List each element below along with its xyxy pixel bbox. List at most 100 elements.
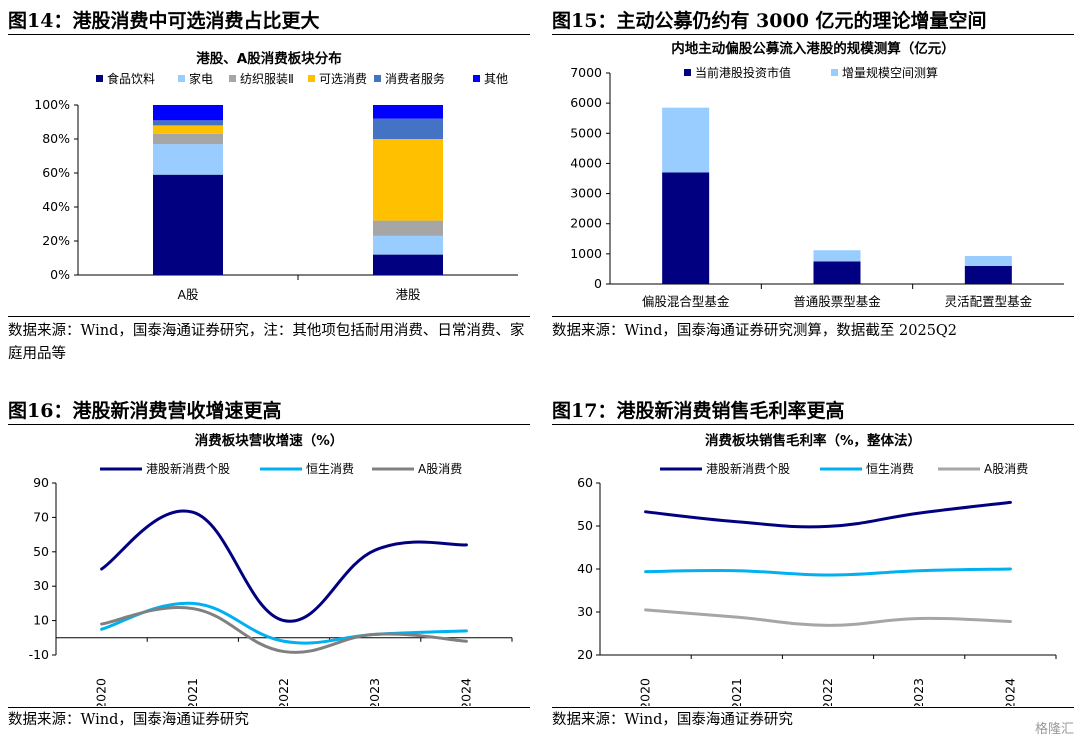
- x-category-label: 港股: [395, 287, 421, 302]
- x-category-label: 普通股票型基金: [793, 294, 881, 309]
- y-tick-label: 4000: [570, 155, 602, 170]
- series-line: [100, 606, 468, 654]
- bar-segment: [964, 265, 1012, 284]
- watermark-logo: 格隆汇: [1034, 722, 1074, 737]
- legend-swatch: [178, 75, 185, 82]
- legend-entry: 消费者服务: [385, 71, 445, 86]
- legend-entry: 恒生消费: [306, 462, 354, 476]
- bar-segment: [662, 172, 710, 284]
- source-note: 数据来源：Wind，国泰海通证券研究: [8, 712, 249, 728]
- series-line: [100, 509, 468, 623]
- chart-title: 消费板块营收增速（%）: [195, 432, 344, 449]
- y-tick-label: -10: [29, 647, 49, 662]
- y-tick-label: 50: [33, 544, 49, 559]
- y-tick-label: 100%: [34, 97, 70, 112]
- source-rule: [552, 707, 1074, 708]
- legend-swatch: [473, 75, 480, 82]
- chart-title: 港股、A股消费板块分布: [196, 50, 341, 67]
- series-line: [100, 601, 468, 645]
- bar-segment: [373, 235, 443, 255]
- figure-title-14: 图14：港股消费中可选消费占比更大: [8, 10, 320, 32]
- y-tick-label: 0%: [50, 267, 70, 282]
- chart-gross-margin: 消费板块销售毛利率（%，整体法） 港股新消费个股 恒生消费 A股消费 20 30 40 50 6…: [577, 432, 1057, 706]
- legend-swatch: [96, 75, 103, 82]
- bar-segment: [153, 144, 223, 175]
- y-tick-label: 50: [577, 518, 593, 533]
- legend-swatch: [374, 75, 381, 82]
- y-tick-label: 80%: [42, 131, 70, 146]
- legend-entry: 港股新消费个股: [706, 461, 790, 476]
- chart-fund-inflow-estimate: 内地主动偏股公募流入港股的规模测算（亿元） 当前港股投资市值 增量规模空间测算 0 10…: [570, 40, 1064, 309]
- x-tick-label: 2022: [820, 678, 835, 706]
- x-tick-label: 2023: [367, 678, 382, 706]
- bar-segment: [153, 133, 223, 145]
- chart-revenue-growth: 消费板块营收增速（%） 港股新消费个股 恒生消费 A股消费 -10 10 30 50 70 90 2…: [29, 432, 513, 706]
- x-tick-label: 2024: [458, 678, 473, 706]
- y-tick-label: 1000: [570, 246, 602, 261]
- legend-entry: A股消费: [418, 462, 462, 476]
- source-note: 数据来源：Wind，国泰海通证券研究: [552, 712, 793, 728]
- x-tick-label: 2021: [185, 678, 200, 706]
- legend-entry: 恒生消费: [866, 462, 914, 476]
- legend-swatch: [684, 69, 691, 76]
- title-rule: [552, 34, 1074, 35]
- x-tick-label: 2022: [276, 678, 291, 706]
- series-line: [644, 608, 1012, 627]
- y-tick-label: 2000: [570, 216, 602, 231]
- legend-swatch: [831, 69, 838, 76]
- bar-segment: [373, 105, 443, 119]
- bar-segment: [373, 118, 443, 139]
- x-tick-label: 2020: [94, 678, 109, 706]
- legend-entry: 其他: [484, 72, 508, 86]
- figure-title-15: 图15：主动公募仍约有 3000 亿元的理论增量空间: [552, 10, 987, 32]
- series-line: [644, 500, 1012, 529]
- legend-entry: 当前港股投资市值: [695, 65, 791, 80]
- chart-title: 消费板块销售毛利率（%，整体法）: [705, 432, 921, 449]
- bar-segment: [153, 125, 223, 134]
- y-tick-label: 6000: [570, 95, 602, 110]
- bar-segment: [373, 254, 443, 275]
- source-rule: [552, 316, 1074, 317]
- y-tick-label: 10: [33, 613, 49, 628]
- legend-entry: 纺织服装Ⅱ: [240, 72, 294, 86]
- x-category-label: 偏股混合型基金: [642, 294, 730, 309]
- x-category-label: A股: [177, 287, 199, 302]
- legend-entry: 可选消费: [319, 72, 367, 86]
- source-note: 数据来源：Wind，国泰海通证券研究，注：其他项包括耐用消费、日常消费、家庭用品…: [8, 323, 525, 362]
- legend-swatch: [308, 75, 315, 82]
- legend-swatch: [229, 75, 236, 82]
- bar-segment: [373, 220, 443, 236]
- bar-segment: [373, 139, 443, 221]
- y-tick-label: 5000: [570, 125, 602, 140]
- y-tick-label: 7000: [570, 65, 602, 80]
- y-tick-label: 30: [33, 578, 49, 593]
- y-tick-label: 20: [577, 647, 593, 662]
- y-tick-label: 60: [577, 475, 593, 490]
- chart-title: 内地主动偏股公募流入港股的规模测算（亿元）: [671, 40, 955, 57]
- x-category-label: 灵活配置型基金: [945, 294, 1033, 309]
- bar-segment: [813, 261, 861, 284]
- series-line: [644, 567, 1012, 577]
- x-tick-label: 2020: [638, 678, 653, 706]
- source-rule: [8, 316, 530, 317]
- x-tick-label: 2021: [729, 678, 744, 706]
- y-tick-label: 0: [594, 276, 602, 291]
- figure-title-17: 图17：港股新消费销售毛利率更高: [552, 400, 845, 422]
- y-tick-label: 70: [33, 509, 49, 524]
- figure-title-16: 图16：港股新消费营收增速更高: [8, 400, 282, 422]
- title-rule: [8, 34, 530, 35]
- bar-segment: [153, 120, 223, 126]
- y-tick-label: 20%: [42, 233, 70, 248]
- title-rule: [8, 424, 530, 425]
- bar-segment: [153, 174, 223, 275]
- y-tick-label: 90: [33, 475, 49, 490]
- legend-entry: 食品饮料: [107, 71, 155, 86]
- legend-entry: 港股新消费个股: [146, 461, 230, 476]
- bar-segment: [964, 255, 1012, 266]
- legend-entry: 增量规模空间测算: [842, 65, 938, 80]
- y-tick-label: 3000: [570, 186, 602, 201]
- bar-segment: [662, 107, 710, 173]
- x-tick-label: 2023: [911, 678, 926, 706]
- y-tick-label: 30: [577, 604, 593, 619]
